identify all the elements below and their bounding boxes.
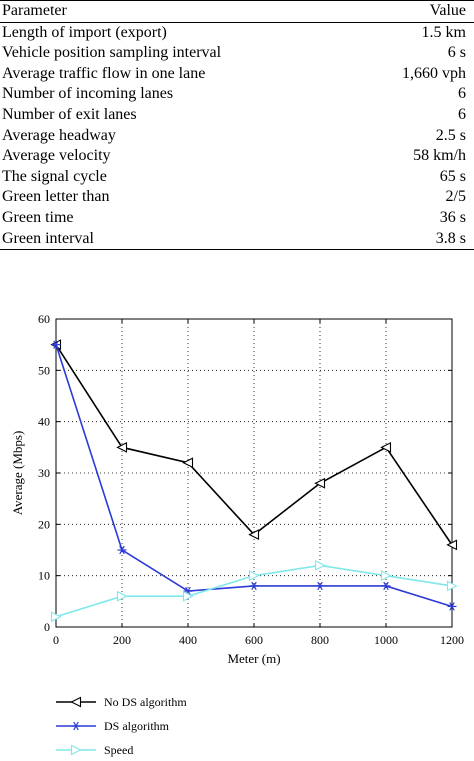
parameter-cell: Vehicle position sampling interval: [2, 44, 222, 62]
table-header-row: Parameter Value: [0, 0, 474, 23]
y-tick-label: 50: [38, 363, 50, 377]
parameter-table: Parameter Value Length of import (export…: [0, 0, 474, 250]
parameter-cell: Average velocity: [2, 147, 111, 165]
parameter-cell: Green letter than: [2, 188, 110, 206]
marker-star: [117, 545, 127, 555]
line-chart: 0 200 400 600 800 1000 1200 0 10 20 30 40 50 60 Meter…: [10, 312, 464, 757]
series-layer: [50, 339, 458, 623]
legend-label: Speed: [104, 743, 133, 757]
legend-item: Speed: [56, 743, 133, 757]
x-tick-label: 600: [245, 633, 263, 647]
legend-label: No DS algorithm: [104, 695, 187, 709]
value-cell: 6: [458, 85, 466, 103]
y-tick-label: 0: [44, 620, 50, 634]
chart-grid: [56, 319, 452, 627]
x-tick-label: 400: [179, 633, 197, 647]
x-tick-label: 800: [311, 633, 329, 647]
x-axis-label: Meter (m): [227, 651, 280, 666]
table-row: The signal cycle 65 s: [0, 167, 474, 188]
x-tick-label: 1000: [374, 633, 398, 647]
value-column-header: Value: [429, 2, 466, 19]
x-tick-label: 0: [53, 633, 59, 647]
legend: No DS algorithm DS algorithm Speed: [56, 695, 187, 757]
marker-star-stroke: [53, 340, 59, 349]
parameter-cell: Green time: [2, 208, 74, 226]
value-cell: 1.5 km: [421, 23, 466, 41]
series-no-ds-algorithm: [50, 339, 458, 551]
value-cell: 6 s: [447, 44, 466, 62]
marker-triangle-right: [50, 611, 62, 623]
marker-star: [51, 340, 61, 349]
marker-star-stroke: [449, 602, 455, 611]
table-row: Green time 36 s: [0, 208, 474, 229]
parameter-cell: Number of incoming lanes: [2, 85, 174, 103]
parameter-cell: Average headway: [2, 126, 116, 144]
marker-triangle-left: [116, 441, 128, 453]
marker-triangle-left: [380, 441, 392, 453]
value-cell: 6: [458, 105, 466, 123]
marker-star-stroke: [383, 581, 389, 591]
y-tick-label: 60: [38, 312, 50, 326]
table-row: Average traffic flow in one lane 1,660 vp…: [0, 64, 474, 85]
marker-triangle-right: [314, 560, 326, 571]
marker-triangle-left: [70, 696, 82, 708]
y-tick-label: 30: [38, 466, 50, 480]
series-speed: [50, 560, 458, 623]
marker-triangle-left: [248, 529, 260, 540]
parameter-cell: Green interval: [2, 229, 94, 247]
x-tick-label: 200: [113, 633, 131, 647]
marker-triangle-right: [380, 570, 392, 582]
marker-triangle-left: [314, 477, 326, 489]
table-row: Length of import (export) 1.5 km: [0, 22, 474, 43]
value-cell: 36 s: [439, 208, 466, 226]
marker-triangle-right: [446, 580, 458, 592]
value-cell: 65 s: [439, 167, 466, 185]
table-row: Number of incoming lanes 6: [0, 84, 474, 105]
legend-item: DS algorithm: [56, 719, 170, 733]
y-tick-label: 10: [38, 569, 50, 583]
table-row: Green letter than 2/5: [0, 187, 474, 208]
marker-triangle-left: [446, 539, 458, 551]
table-row: Average velocity 58 km/h: [0, 146, 474, 167]
table-row: Vehicle position sampling interval 6 s: [0, 43, 474, 64]
marker-star-stroke: [251, 581, 257, 591]
table-row: Green interval 3.8 s: [0, 229, 474, 250]
parameter-column-header: Parameter: [2, 2, 67, 19]
marker-star: [71, 721, 81, 731]
marker-triangle-left: [182, 457, 194, 469]
marker-star-stroke: [119, 545, 125, 555]
legend-item: No DS algorithm: [56, 695, 187, 709]
parameter-cell: The signal cycle: [2, 167, 107, 185]
table-row: Number of exit lanes 6: [0, 105, 474, 126]
legend-label: DS algorithm: [104, 719, 170, 733]
value-cell: 2.5 s: [435, 126, 466, 144]
parameter-cell: Length of import (export): [2, 23, 167, 41]
marker-star: [381, 581, 391, 591]
marker-triangle-right: [116, 590, 128, 602]
y-axis-label: Average (Mbps): [10, 431, 25, 516]
marker-star-stroke: [317, 581, 323, 591]
table-body: Length of import (export) 1.5 km Vehicle p…: [0, 22, 474, 250]
value-cell: 3.8 s: [435, 229, 466, 247]
value-cell: 2/5: [445, 188, 466, 206]
table-row: Average headway 2.5 s: [0, 126, 474, 147]
axis-ticks: 0 200 400 600 800 1000 1200 0 10 20 30 40 50 60: [38, 312, 464, 647]
parameter-cell: Average traffic flow in one lane: [2, 64, 206, 82]
marker-triangle-right: [182, 590, 194, 602]
marker-star: [249, 581, 259, 591]
value-cell: 1,660 vph: [402, 64, 466, 82]
marker-triangle-right: [248, 570, 260, 582]
marker-star: [447, 602, 457, 611]
series-line: [55, 344, 453, 546]
y-tick-label: 20: [38, 517, 50, 531]
marker-star-stroke: [73, 721, 79, 731]
x-tick-label: 1200: [440, 633, 464, 647]
parameter-cell: Number of exit lanes: [2, 105, 137, 123]
series-ds-algorithm: [51, 340, 457, 611]
value-cell: 58 km/h: [413, 147, 466, 165]
marker-triangle-right: [70, 744, 82, 756]
marker-star: [315, 581, 325, 591]
y-tick-label: 40: [38, 415, 50, 429]
